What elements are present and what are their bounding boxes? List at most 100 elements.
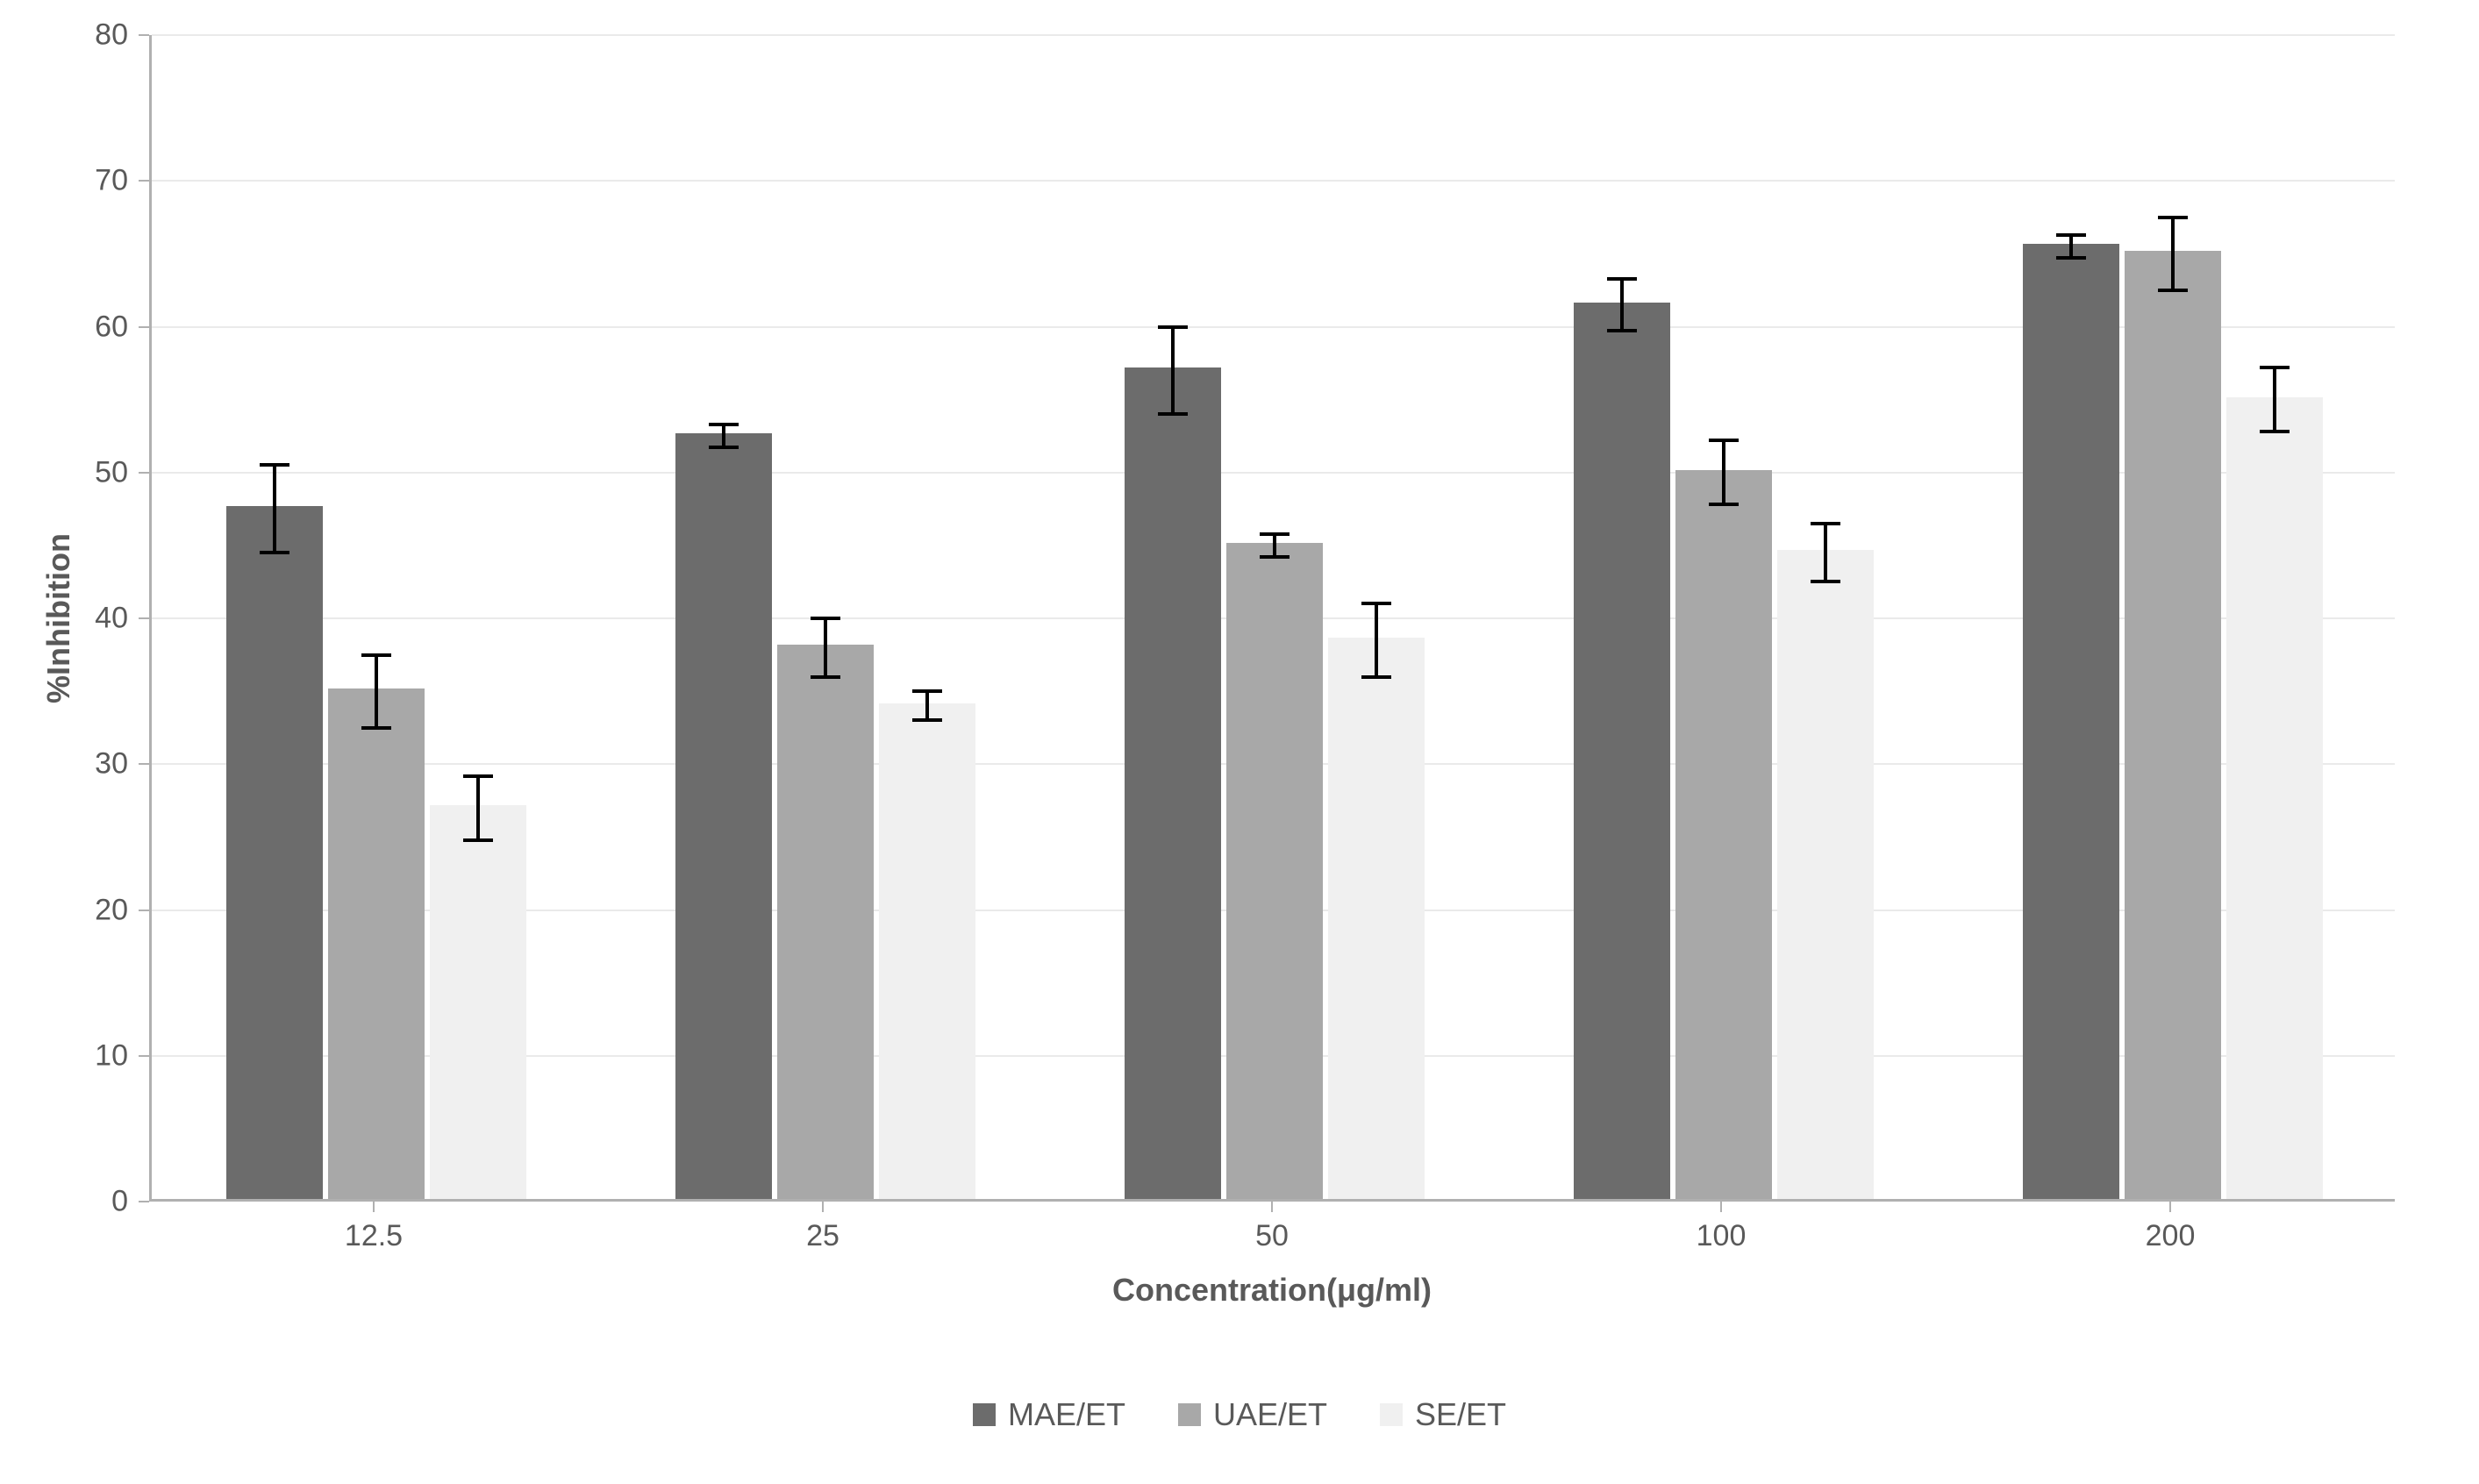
- error-bar-cap: [1158, 412, 1188, 416]
- error-bar-cap: [1361, 675, 1391, 679]
- error-bar-cap: [1709, 439, 1739, 442]
- inhibition-bar-chart: %Inhibition Concentration(μg/ml) MAE/ETU…: [0, 0, 2479, 1484]
- error-bar-line: [2171, 218, 2175, 290]
- error-bar-cap: [912, 689, 942, 693]
- bar: [1675, 470, 1772, 1199]
- legend-label: UAE/ET: [1213, 1396, 1327, 1433]
- y-tick-label: 60: [0, 310, 128, 344]
- error-bar-cap: [811, 617, 840, 620]
- bar: [1125, 367, 1221, 1199]
- legend: MAE/ET UAE/ET SE/ET: [0, 1396, 2479, 1433]
- y-tick-mark: [139, 472, 149, 474]
- error-bar-line: [722, 425, 725, 448]
- gridline: [152, 180, 2395, 182]
- error-bar-cap: [709, 423, 739, 426]
- error-bar-cap: [1607, 329, 1637, 332]
- error-bar-cap: [361, 726, 391, 730]
- x-tick-label: 200: [2146, 1219, 2196, 1253]
- plot-area: [149, 35, 2395, 1202]
- error-bar-cap: [1709, 503, 1739, 506]
- error-bar-line: [375, 655, 378, 728]
- error-bar-cap: [709, 446, 739, 449]
- y-tick-mark: [139, 617, 149, 619]
- error-bar-line: [1722, 440, 1725, 504]
- y-tick-label: 20: [0, 893, 128, 927]
- bar: [2125, 251, 2221, 1199]
- x-tick-mark: [1271, 1202, 1273, 1212]
- y-tick-label: 50: [0, 455, 128, 489]
- y-tick-mark: [139, 34, 149, 36]
- error-bar-cap: [2158, 216, 2188, 219]
- bar: [879, 703, 975, 1199]
- y-tick-label: 70: [0, 164, 128, 198]
- y-tick-label: 30: [0, 747, 128, 781]
- y-tick-label: 80: [0, 18, 128, 53]
- error-bar-cap: [260, 551, 289, 554]
- error-bar-line: [2069, 235, 2073, 259]
- error-bar-line: [1273, 534, 1276, 558]
- y-tick-mark: [139, 180, 149, 182]
- error-bar-cap: [2056, 233, 2086, 237]
- y-tick-mark: [139, 1055, 149, 1057]
- error-bar-cap: [463, 838, 493, 842]
- legend-item: MAE/ET: [973, 1396, 1125, 1433]
- error-bar-cap: [2260, 366, 2290, 369]
- bar: [430, 805, 526, 1199]
- error-bar-cap: [1607, 277, 1637, 281]
- error-bar-cap: [1260, 555, 1290, 559]
- error-bar-cap: [1158, 325, 1188, 329]
- error-bar-line: [2273, 367, 2276, 432]
- error-bar-line: [1620, 279, 1624, 332]
- error-bar-cap: [260, 463, 289, 467]
- error-bar-line: [476, 776, 480, 840]
- y-tick-label: 10: [0, 1038, 128, 1073]
- x-tick-label: 50: [1255, 1219, 1289, 1253]
- legend-item: SE/ET: [1380, 1396, 1506, 1433]
- bar: [328, 688, 425, 1199]
- error-bar-cap: [1260, 532, 1290, 536]
- legend-swatch: [973, 1403, 996, 1426]
- bar: [675, 433, 772, 1199]
- error-bar-cap: [811, 675, 840, 679]
- x-tick-label: 100: [1697, 1219, 1747, 1253]
- error-bar-line: [1375, 603, 1378, 676]
- y-tick-mark: [139, 1201, 149, 1202]
- bar: [1574, 303, 1670, 1199]
- gridline: [152, 34, 2395, 36]
- legend-item: UAE/ET: [1178, 1396, 1327, 1433]
- legend-label: MAE/ET: [1008, 1396, 1125, 1433]
- error-bar-cap: [361, 653, 391, 657]
- error-bar-line: [273, 465, 276, 553]
- error-bar-cap: [1361, 602, 1391, 605]
- legend-swatch: [1178, 1403, 1201, 1426]
- error-bar-cap: [2260, 430, 2290, 433]
- bar: [226, 506, 323, 1199]
- error-bar-line: [1824, 524, 1827, 582]
- bar: [2023, 244, 2119, 1199]
- x-tick-label: 25: [806, 1219, 839, 1253]
- error-bar-cap: [1811, 522, 1840, 525]
- y-tick-mark: [139, 763, 149, 765]
- bar: [777, 645, 874, 1199]
- bar: [1328, 638, 1425, 1199]
- bar: [1226, 543, 1323, 1199]
- error-bar-cap: [2158, 289, 2188, 292]
- y-tick-label: 40: [0, 602, 128, 636]
- y-tick-mark: [139, 326, 149, 328]
- bar: [2226, 397, 2323, 1199]
- x-tick-mark: [373, 1202, 375, 1212]
- y-tick-mark: [139, 910, 149, 911]
- legend-swatch: [1380, 1403, 1403, 1426]
- error-bar-cap: [2056, 256, 2086, 260]
- error-bar-cap: [463, 774, 493, 778]
- x-tick-mark: [1720, 1202, 1722, 1212]
- error-bar-cap: [912, 718, 942, 722]
- x-axis-title: Concentration(μg/ml): [1112, 1272, 1432, 1309]
- bar: [1777, 550, 1874, 1199]
- error-bar-line: [925, 691, 929, 720]
- x-tick-label: 12.5: [345, 1219, 403, 1253]
- error-bar-line: [824, 618, 827, 677]
- y-tick-label: 0: [0, 1185, 128, 1219]
- error-bar-line: [1171, 327, 1175, 415]
- legend-label: SE/ET: [1415, 1396, 1506, 1433]
